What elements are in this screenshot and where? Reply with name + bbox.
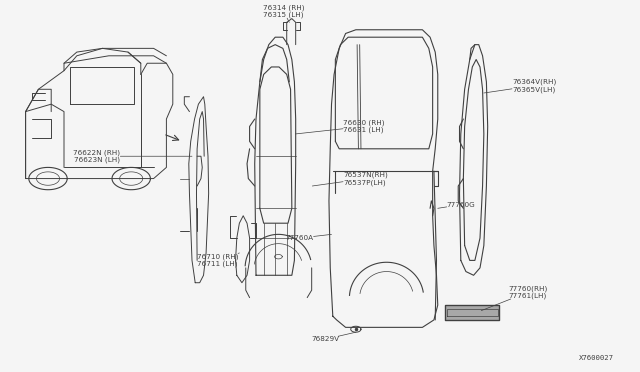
Text: 76710 (RH)
76711 (LH): 76710 (RH) 76711 (LH) — [197, 253, 239, 267]
Text: 76537N(RH)
76537P(LH): 76537N(RH) 76537P(LH) — [312, 171, 388, 186]
Text: 76622N (RH)
76623N (LH): 76622N (RH) 76623N (LH) — [74, 149, 192, 163]
Text: 76314 (RH)
76315 (LH): 76314 (RH) 76315 (LH) — [263, 4, 304, 22]
Text: 76364V(RH)
76365V(LH): 76364V(RH) 76365V(LH) — [484, 78, 556, 93]
Text: 77760(RH)
77761(LH): 77760(RH) 77761(LH) — [481, 285, 548, 311]
Text: 77760G: 77760G — [438, 202, 476, 208]
Polygon shape — [445, 305, 499, 320]
Text: 76630 (RH)
76631 (LH): 76630 (RH) 76631 (LH) — [296, 119, 385, 134]
Text: X7600027: X7600027 — [579, 355, 614, 361]
Text: 76829V: 76829V — [311, 332, 356, 342]
Text: 77760A: 77760A — [285, 234, 332, 241]
